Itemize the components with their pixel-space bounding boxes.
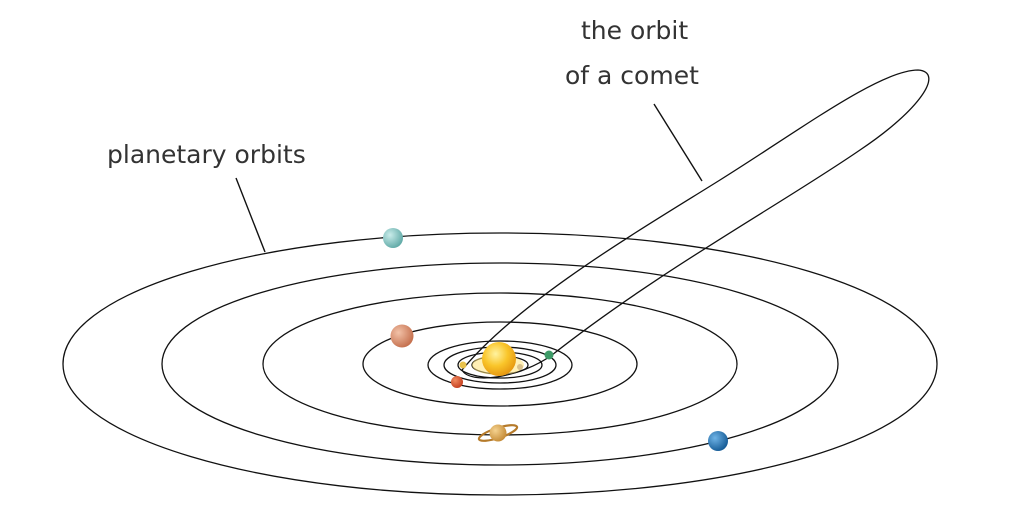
planet-saturn xyxy=(477,424,519,442)
planet-uranus xyxy=(383,228,403,248)
planet-mercury xyxy=(459,361,467,369)
planet-venus xyxy=(517,364,523,370)
comet-orbit-leader xyxy=(653,103,703,182)
comet-label-line1: the orbit xyxy=(581,16,688,45)
planet-neptune xyxy=(708,431,728,451)
orbit-uranus xyxy=(161,262,839,466)
comet-orbit xyxy=(461,69,930,379)
orbit-mars xyxy=(427,340,573,390)
planet-earth xyxy=(544,350,554,360)
planet-jupiter xyxy=(390,324,414,348)
orbit-neptune xyxy=(62,232,938,496)
planetary-orbits-label: planetary orbits xyxy=(107,140,306,169)
planetary-orbits xyxy=(62,232,938,496)
planet-mars xyxy=(451,376,463,388)
sun xyxy=(472,342,524,376)
comet-label-line2: of a comet xyxy=(565,61,699,90)
orbit-jupiter xyxy=(362,321,638,407)
planetary-orbits-leader xyxy=(235,177,266,253)
